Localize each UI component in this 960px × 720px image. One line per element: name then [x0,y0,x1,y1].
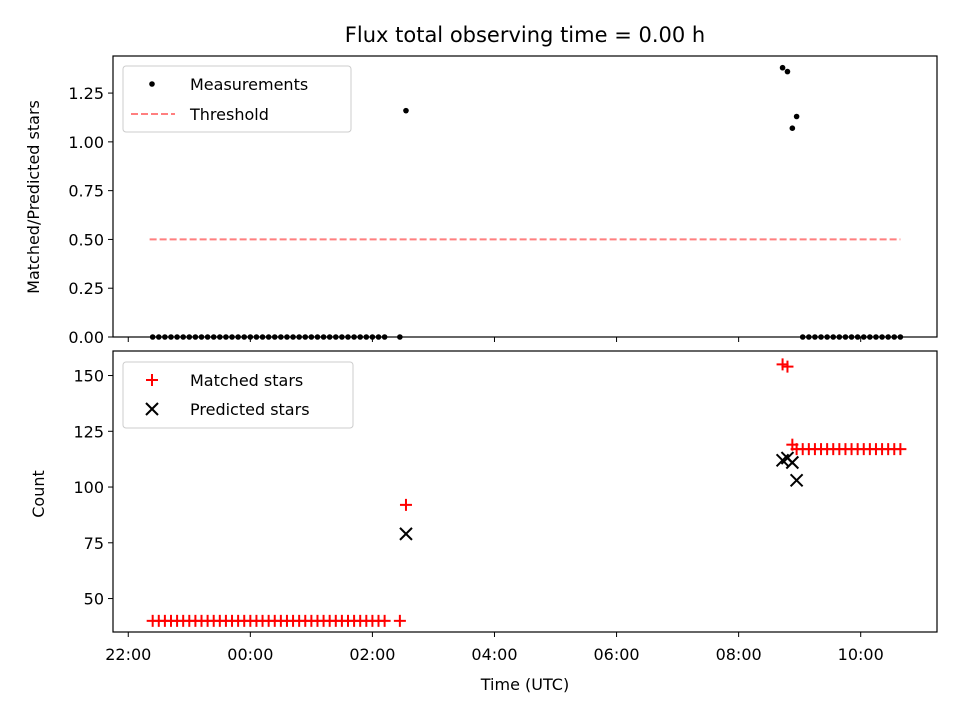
count-ytick-label: 100 [73,478,104,497]
count-x-ticks: 22:00 00:00 02:00 04:00 06:00 08:00 10:00 [105,632,884,664]
count-legend: Matched stars Predicted stars [122,361,354,429]
ratio-y-ticks: 0.00 0.25 0.50 0.75 1.00 1.25 [68,84,113,347]
ratio-panel: Flux total observing time = 0.00 h Match… [24,23,938,347]
ratio-axes-frame [112,55,938,338]
count-xtick-label: 22:00 [105,645,151,664]
legend-label-matched-stars: Matched stars [190,371,303,390]
ratio-legend: Measurements Threshold [122,65,352,133]
matched-star-point [781,360,794,373]
legend-marker-matched-stars [146,374,158,386]
measurement-point [779,64,786,71]
legend-marker-predicted-stars [145,402,159,416]
ratio-ytick-label: 0.25 [68,279,104,298]
measurement-point [784,68,791,75]
matched-star-point [399,498,412,511]
ratio-legend-box [122,65,352,133]
legend-label-measurements: Measurements [190,75,308,94]
count-axes-frame [112,350,938,633]
legend-label-threshold: Threshold [189,105,269,124]
count-xtick-label: 10:00 [838,645,884,664]
predicted-star-point [789,473,804,488]
ratio-ytick-label: 1.00 [68,133,104,152]
count-xtick-label: 00:00 [227,645,273,664]
matched-star-point [378,614,391,627]
count-xtick-label: 08:00 [716,645,762,664]
x-axis-label: Time (UTC) [480,675,569,694]
count-ytick-label: 75 [84,534,104,553]
ratio-ytick-label: 1.25 [68,84,104,103]
count-y-axis-label: Count [29,470,48,518]
ratio-ytick-label: 0.50 [68,230,104,249]
count-ytick-label: 150 [73,367,104,386]
count-xtick-label: 06:00 [594,645,640,664]
legend-label-predicted-stars: Predicted stars [190,400,310,419]
measurement-point [793,113,800,120]
chart-title: Flux total observing time = 0.00 h [345,23,705,47]
count-ytick-label: 125 [73,422,104,441]
matched-star-point [393,614,406,627]
legend-marker-measurements [149,81,155,87]
ratio-ytick-label: 0.75 [68,182,104,201]
count-y-ticks: 50 75 100 125 150 [73,367,113,609]
predicted-star-point [785,455,800,470]
count-legend-box [122,361,354,429]
measurement-point [789,125,796,132]
predicted-star-point [399,527,413,541]
count-xtick-label: 02:00 [349,645,395,664]
ratio-ytick-label: 0.00 [68,328,104,347]
count-plot-area [146,358,907,627]
count-panel: Count Time (UTC) 50 75 100 125 150 22:00 00:0… [29,350,938,694]
matched-star-point [894,443,907,456]
measurement-point [403,107,409,114]
count-xtick-label: 04:00 [471,645,517,664]
count-ytick-label: 50 [84,590,104,609]
ratio-plot-area [149,64,904,340]
ratio-y-axis-label: Matched/Predicted stars [24,100,43,294]
